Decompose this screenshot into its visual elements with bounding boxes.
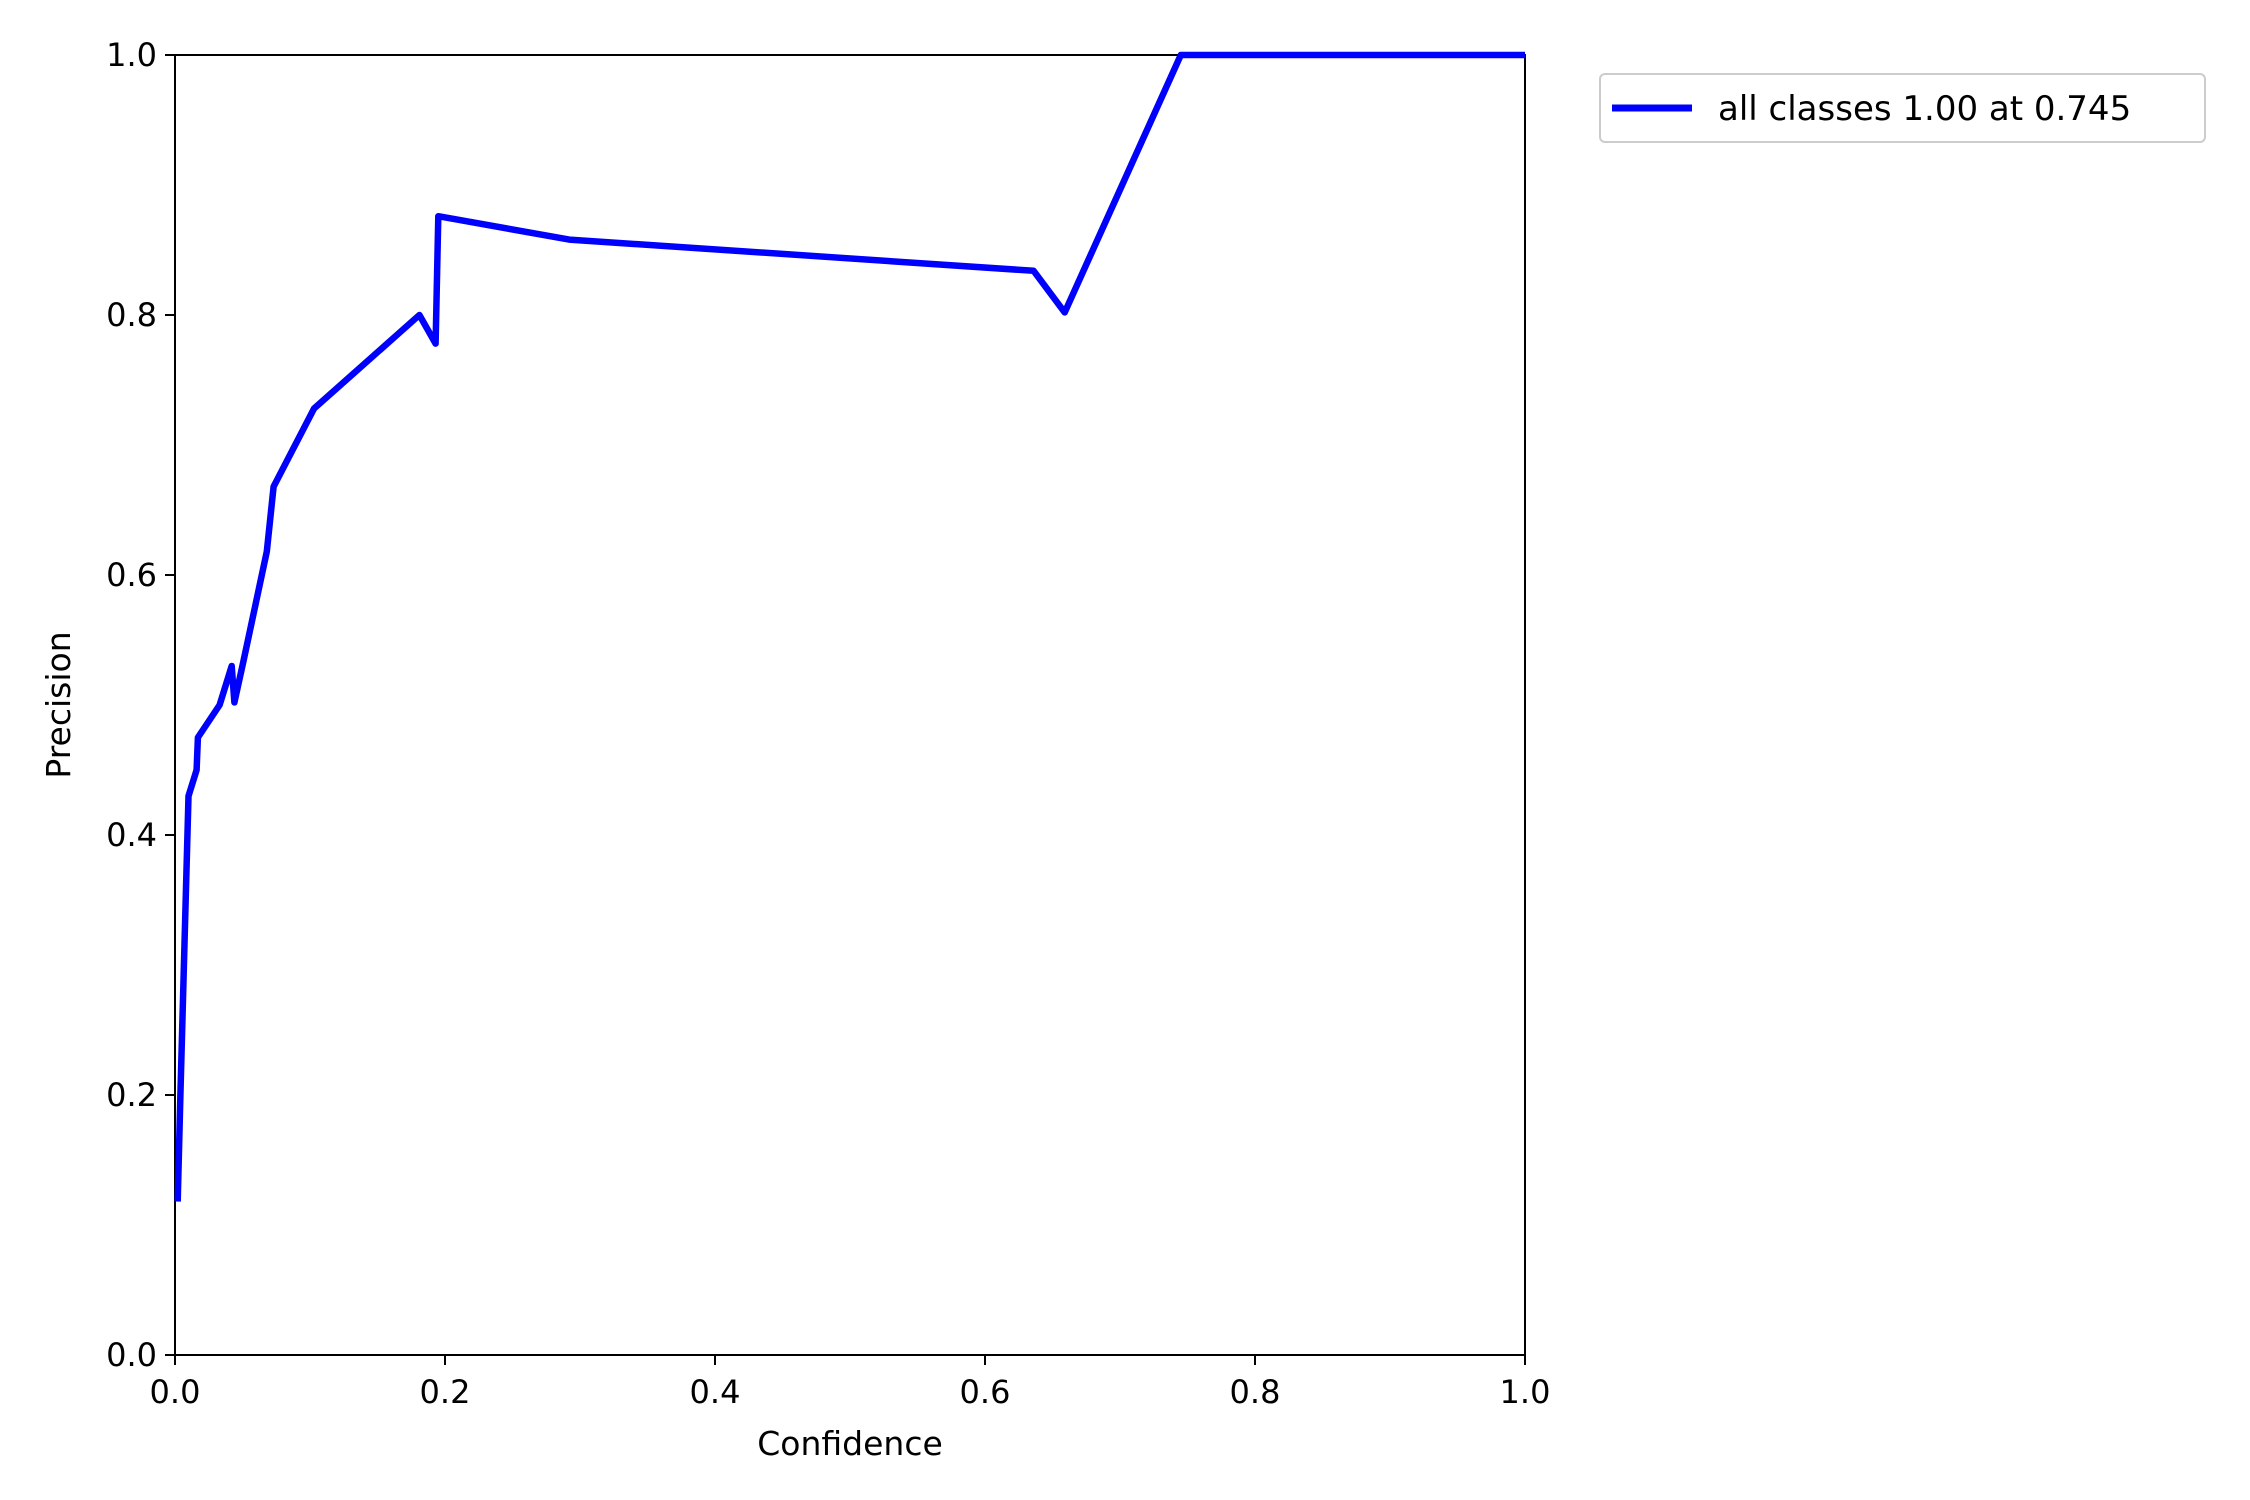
plot-area [174, 54, 1526, 1356]
legend-box [1599, 73, 2206, 143]
x-tick-label: 0.4 [690, 1373, 741, 1411]
y-tick-label: 0.6 [106, 556, 157, 594]
y-axis-label: Precision [39, 631, 78, 778]
x-tick-label: 0.6 [960, 1373, 1011, 1411]
y-tick-label: 0.2 [106, 1076, 157, 1114]
y-tick-label: 1.0 [106, 36, 157, 74]
series-layer [174, 51, 1525, 1202]
x-tick-label: 1.0 [1500, 1373, 1551, 1411]
x-tick-label: 0.8 [1230, 1373, 1281, 1411]
y-tick-label: 0.8 [106, 296, 157, 334]
series-line [174, 51, 1525, 1202]
legend: all classes 1.00 at 0.745 [1599, 73, 2206, 143]
x-tick-label: 0.0 [150, 1373, 201, 1411]
x-axis: 0.0 0.2 0.4 0.6 0.8 1.0 [150, 1355, 1551, 1411]
y-tick-label: 0.0 [106, 1336, 157, 1374]
axes-frame [174, 54, 1526, 1356]
y-axis: 0.0 0.2 0.4 0.6 0.8 1.0 [106, 36, 175, 1374]
y-tick-label: 0.4 [106, 816, 157, 854]
legend-entry: all classes 1.00 at 0.745 [1718, 89, 2131, 129]
x-tick-label: 0.2 [420, 1373, 471, 1411]
x-axis-label: Confidence [757, 1424, 943, 1463]
